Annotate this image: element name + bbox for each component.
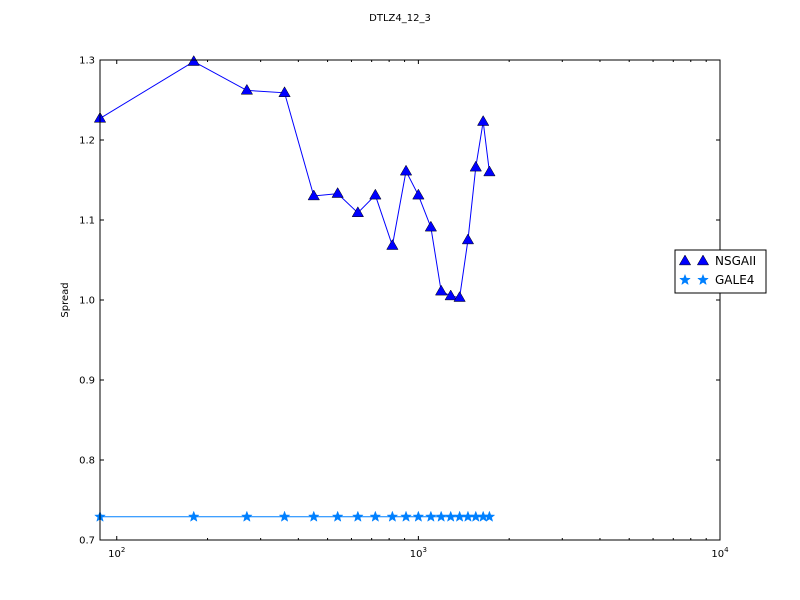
y-tick-label: 0.9: [79, 376, 95, 387]
y-tick-label: 1.2: [79, 136, 95, 147]
data-point-nsgaii: [386, 239, 399, 250]
chart-title: DTLZ4_12_3: [369, 13, 431, 24]
x-tick-label: 102: [108, 546, 125, 560]
series-line-nsgaii: [99, 61, 490, 299]
y-tick-label: 1.0: [79, 296, 95, 307]
data-point-nsgaii: [412, 188, 425, 200]
data-point-nsgaii: [435, 284, 448, 296]
data-point-nsgaii: [469, 160, 482, 172]
y-tick-label: 0.7: [79, 536, 95, 547]
data-point-gale4: [424, 510, 437, 522]
data-point-nsgaii: [331, 187, 344, 198]
data-point-gale4: [187, 510, 200, 522]
data-point-nsgaii: [187, 55, 200, 66]
data-point-nsgaii: [307, 189, 320, 201]
data-point-nsgaii: [477, 115, 490, 126]
data-point-nsgaii: [444, 289, 457, 301]
data-point-gale4: [435, 510, 448, 522]
data-point-gale4: [307, 510, 320, 522]
data-point-gale4: [483, 510, 496, 522]
legend-label-nsgaii: NSGAII: [715, 254, 756, 268]
data-point-nsgaii: [453, 291, 466, 302]
legend-marker-nsgaii: [678, 254, 692, 266]
x-tick-label: 104: [711, 546, 729, 560]
data-point-gale4: [240, 510, 253, 522]
legend-marker-gale4: [679, 273, 691, 286]
data-point-gale4: [278, 510, 291, 522]
y-tick-label: 0.8: [79, 456, 95, 467]
data-point-nsgaii: [278, 86, 291, 97]
data-point-nsgaii: [483, 165, 496, 177]
y-axis-label: Spread: [60, 282, 71, 317]
data-point-gale4: [444, 510, 457, 522]
data-point-gale4: [462, 510, 474, 522]
legend-label-gale4: GALE4: [715, 273, 754, 287]
x-tick-label: 103: [410, 546, 427, 560]
data-point-gale4: [351, 510, 364, 522]
data-point-gale4: [369, 510, 382, 522]
y-tick-label: 1.1: [79, 216, 95, 227]
data-point-gale4: [400, 510, 412, 522]
data-point-gale4: [453, 510, 466, 522]
data-point-nsgaii: [240, 83, 253, 95]
y-tick-label: 1.3: [79, 56, 95, 67]
data-point-gale4: [331, 510, 344, 522]
data-point-gale4: [412, 510, 425, 522]
legend-marker-gale4: [697, 273, 709, 286]
legend: [674, 249, 767, 294]
legend-marker-nsgaii: [696, 254, 710, 266]
data-point-nsgaii: [424, 220, 437, 232]
data-point-nsgaii: [369, 188, 382, 200]
data-point-nsgaii: [351, 206, 364, 217]
data-point-gale4: [386, 510, 399, 522]
data-point-nsgaii: [461, 233, 475, 245]
data-point-nsgaii: [399, 164, 413, 176]
plot-frame: [99, 59, 721, 541]
